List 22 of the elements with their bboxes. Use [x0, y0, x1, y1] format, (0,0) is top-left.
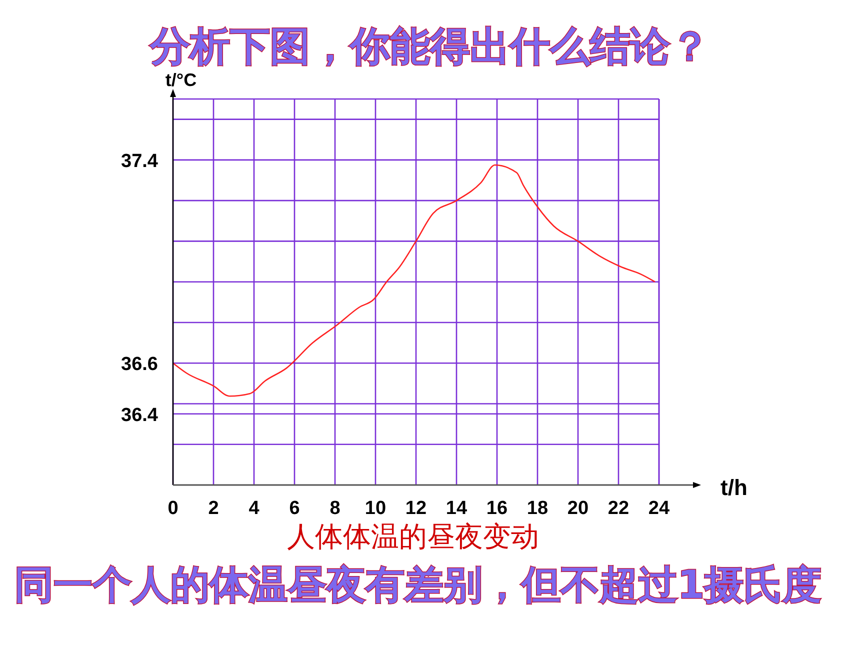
y-tick-label: 36.6 [121, 354, 158, 376]
x-tick-label: 20 [567, 498, 589, 519]
x-tick-label: 6 [289, 498, 300, 519]
y-axis-title: t/°C [165, 70, 197, 90]
x-tick-label: 12 [405, 498, 427, 519]
chart-title: 分析下图，你能得出什么结论？ [149, 24, 710, 70]
x-tick-label: 2 [208, 498, 219, 519]
x-tick-label: 22 [608, 498, 630, 519]
x-tick-label: 10 [364, 498, 386, 519]
x-tick-label: 14 [446, 498, 468, 519]
line-series [172, 164, 656, 397]
x-tick-label: 24 [648, 498, 670, 519]
y-tick-label: 37.4 [121, 150, 158, 172]
x-axis-title: t/h [720, 475, 748, 500]
x-tick-label: 0 [168, 498, 178, 519]
x-tick-label: 16 [486, 498, 508, 519]
y-tick-label: 36.4 [121, 404, 158, 426]
text: 人体体温的昼夜变动 [287, 520, 539, 553]
text: 同一个人的体温昼夜有差别，但不超过1摄氏度 [14, 563, 822, 608]
x-tick-label: 18 [526, 498, 548, 519]
x-tick-label: 8 [330, 498, 340, 519]
x-tick-label: 4 [248, 498, 260, 519]
